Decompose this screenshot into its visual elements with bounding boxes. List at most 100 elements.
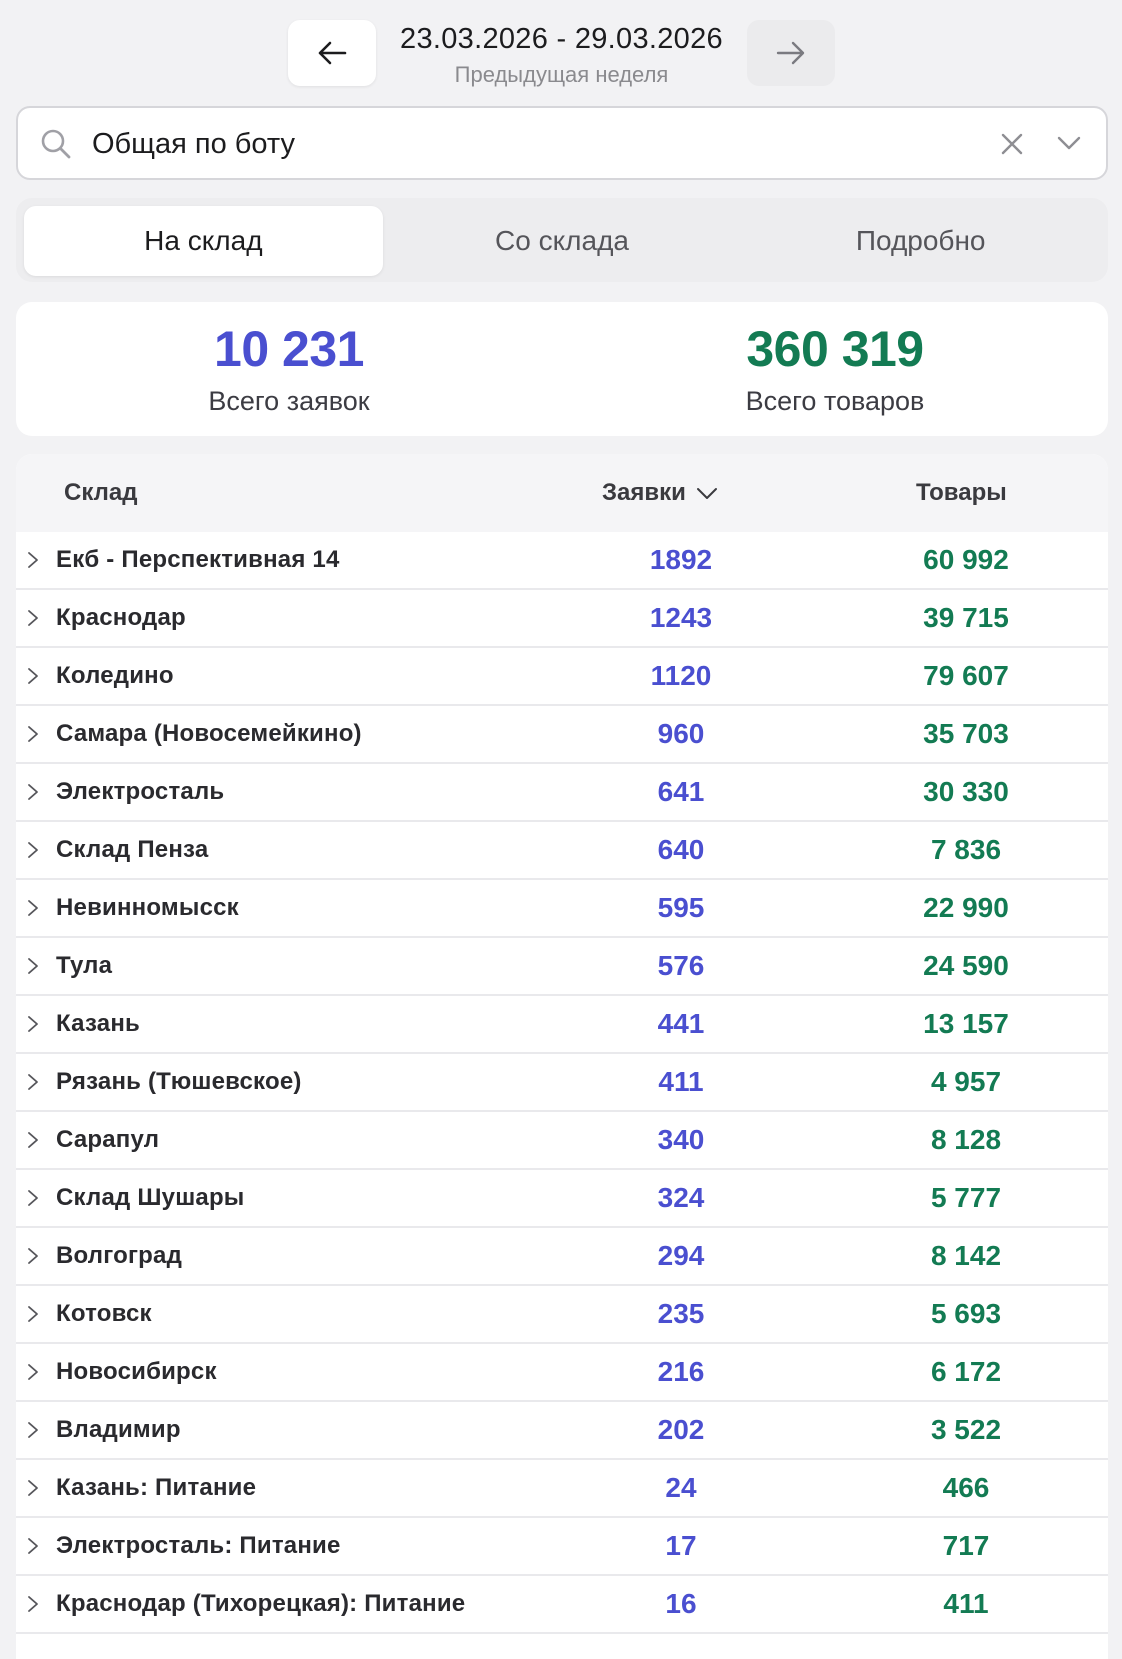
chevron-right-icon	[28, 552, 38, 568]
requests-count: 340	[657, 1124, 705, 1155]
warehouse-name: Самара (Новосемейкино)	[56, 720, 362, 747]
table-row[interactable]: Склад Пенза 640 7 836	[16, 822, 1108, 880]
chevron-right-icon	[28, 1422, 38, 1438]
table-row[interactable]: Склад Шушары 324 5 777	[16, 1170, 1108, 1228]
chevron-right-icon	[28, 1538, 38, 1554]
warehouse-name: Склад Пенза	[56, 836, 209, 863]
chevron-right-icon	[28, 842, 38, 858]
table-row[interactable]: Невинномысск 595 22 990	[16, 880, 1108, 938]
table-row[interactable]: Новосибирск 216 6 172	[16, 1344, 1108, 1402]
table-row[interactable]: Казань 441 13 157	[16, 996, 1108, 1054]
goods-count: 6 172	[930, 1356, 1002, 1387]
table-row[interactable]: Тула 576 24 590	[16, 938, 1108, 996]
table-header: Склад Заявки Товары	[16, 454, 1108, 532]
table-row[interactable]: Екб - Перспективная 14 1892 60 992	[16, 532, 1108, 590]
goods-count: 22 990	[923, 892, 1009, 923]
chevron-right-icon	[28, 958, 38, 974]
warehouse-name: Невинномысск	[56, 894, 239, 921]
warehouse-name: Казань	[56, 1010, 140, 1037]
week-range: 23.03.2026 - 29.03.2026	[400, 23, 723, 55]
column-header-warehouse[interactable]: Склад	[64, 479, 138, 506]
week-navigation: 23.03.2026 - 29.03.2026 Предыдущая недел…	[0, 20, 1122, 87]
chevron-right-icon	[28, 784, 38, 800]
bot-select-input[interactable]: Общая по боту	[16, 106, 1108, 180]
tab-to-warehouse[interactable]: На склад	[24, 206, 383, 276]
chevron-right-icon	[28, 1190, 38, 1206]
table-row[interactable]: Сарапул 340 8 128	[16, 1112, 1108, 1170]
previous-week-button[interactable]	[288, 20, 376, 86]
goods-count: 24 590	[923, 950, 1009, 981]
requests-count: 960	[657, 718, 705, 749]
tab-details[interactable]: Подробно	[855, 225, 986, 256]
warehouse-name: Сарапул	[56, 1126, 160, 1153]
chevron-right-icon	[28, 1364, 38, 1380]
goods-count: 13 157	[923, 1008, 1009, 1039]
total-requests-label: Всего заявок	[208, 386, 370, 416]
goods-count: 7 836	[930, 834, 1002, 865]
table-row[interactable]: Краснодар (Тихорецкая): Питание 16 411	[16, 1576, 1108, 1634]
table-row[interactable]: Краснодар 1243 39 715	[16, 590, 1108, 648]
requests-count: 411	[658, 1066, 704, 1097]
goods-count: 4 957	[930, 1066, 1002, 1097]
goods-count: 79 607	[923, 660, 1009, 691]
tab-bar: На склад Со склада Подробно	[16, 198, 1108, 282]
chevron-right-icon	[28, 1016, 38, 1032]
goods-count: 60 992	[923, 544, 1009, 575]
requests-count: 294	[657, 1240, 705, 1271]
total-goods-label: Всего товаров	[745, 386, 925, 416]
warehouse-name: Волгоград	[56, 1242, 183, 1269]
total-goods-value: 360 319	[746, 321, 924, 377]
requests-count: 1892	[649, 544, 713, 575]
goods-count: 5 777	[930, 1182, 1002, 1213]
goods-count: 466	[942, 1472, 990, 1503]
table-row[interactable]: Котовск 235 5 693	[16, 1286, 1108, 1344]
chevron-right-icon	[28, 1596, 38, 1612]
table-row[interactable]: Коледино 1120 79 607	[16, 648, 1108, 706]
table-row[interactable]: Рязань (Тюшевское) 411 4 957	[16, 1054, 1108, 1112]
goods-count: 8 128	[930, 1124, 1002, 1155]
column-header-requests[interactable]: Заявки	[602, 454, 718, 532]
table-row[interactable]: Самара (Новосемейкино) 960 35 703	[16, 706, 1108, 764]
goods-count: 39 715	[923, 602, 1009, 633]
warehouse-name: Новосибирск	[56, 1358, 217, 1385]
totals-card: 10 231 Всего заявок 360 319 Всего товаро…	[16, 302, 1108, 436]
next-week-button[interactable]	[747, 20, 835, 86]
warehouse-name: Екб - Перспективная 14	[56, 546, 340, 573]
chevron-right-icon	[28, 1306, 38, 1322]
chevron-right-icon	[28, 668, 38, 684]
column-header-goods[interactable]: Товары	[916, 479, 1007, 506]
arrow-left-icon	[318, 41, 347, 65]
requests-count: 324	[657, 1182, 705, 1213]
warehouse-name: Котовск	[56, 1300, 152, 1327]
warehouse-table: Склад Заявки Товары Екб - Перспективная …	[16, 454, 1108, 1659]
chevron-right-icon	[28, 726, 38, 742]
chevron-down-icon[interactable]	[1056, 133, 1082, 153]
bot-select-value: Общая по боту	[92, 128, 296, 160]
warehouse-name: Электросталь	[56, 778, 225, 805]
table-row[interactable]: Электросталь 641 30 330	[16, 764, 1108, 822]
requests-count: 576	[657, 950, 705, 981]
requests-count: 640	[657, 834, 705, 865]
table-row[interactable]: Волгоград 294 8 142	[16, 1228, 1108, 1286]
requests-count: 16	[665, 1588, 697, 1619]
warehouse-name: Владимир	[56, 1416, 181, 1443]
clear-icon[interactable]	[1000, 132, 1024, 156]
chevron-right-icon	[28, 1480, 38, 1496]
tab-from-warehouse[interactable]: Со склада	[495, 225, 629, 256]
table-row[interactable]: Электросталь: Питание 17 717	[16, 1518, 1108, 1576]
requests-count: 595	[657, 892, 705, 923]
table-row[interactable]: Казань: Питание 24 466	[16, 1460, 1108, 1518]
requests-count: 24	[665, 1472, 697, 1503]
sort-desc-icon	[696, 488, 717, 499]
chevron-right-icon	[28, 1132, 38, 1148]
goods-count: 411	[943, 1588, 989, 1619]
chevron-right-icon	[28, 610, 38, 626]
warehouse-name: Краснодар (Тихорецкая): Питание	[56, 1590, 466, 1617]
chevron-right-icon	[28, 900, 38, 916]
goods-count: 3 522	[930, 1414, 1002, 1445]
goods-count: 35 703	[923, 718, 1009, 749]
table-row[interactable]: Владимир 202 3 522	[16, 1402, 1108, 1460]
warehouse-name: Электросталь: Питание	[56, 1532, 341, 1559]
week-label: 23.03.2026 - 29.03.2026 Предыдущая недел…	[376, 20, 747, 90]
